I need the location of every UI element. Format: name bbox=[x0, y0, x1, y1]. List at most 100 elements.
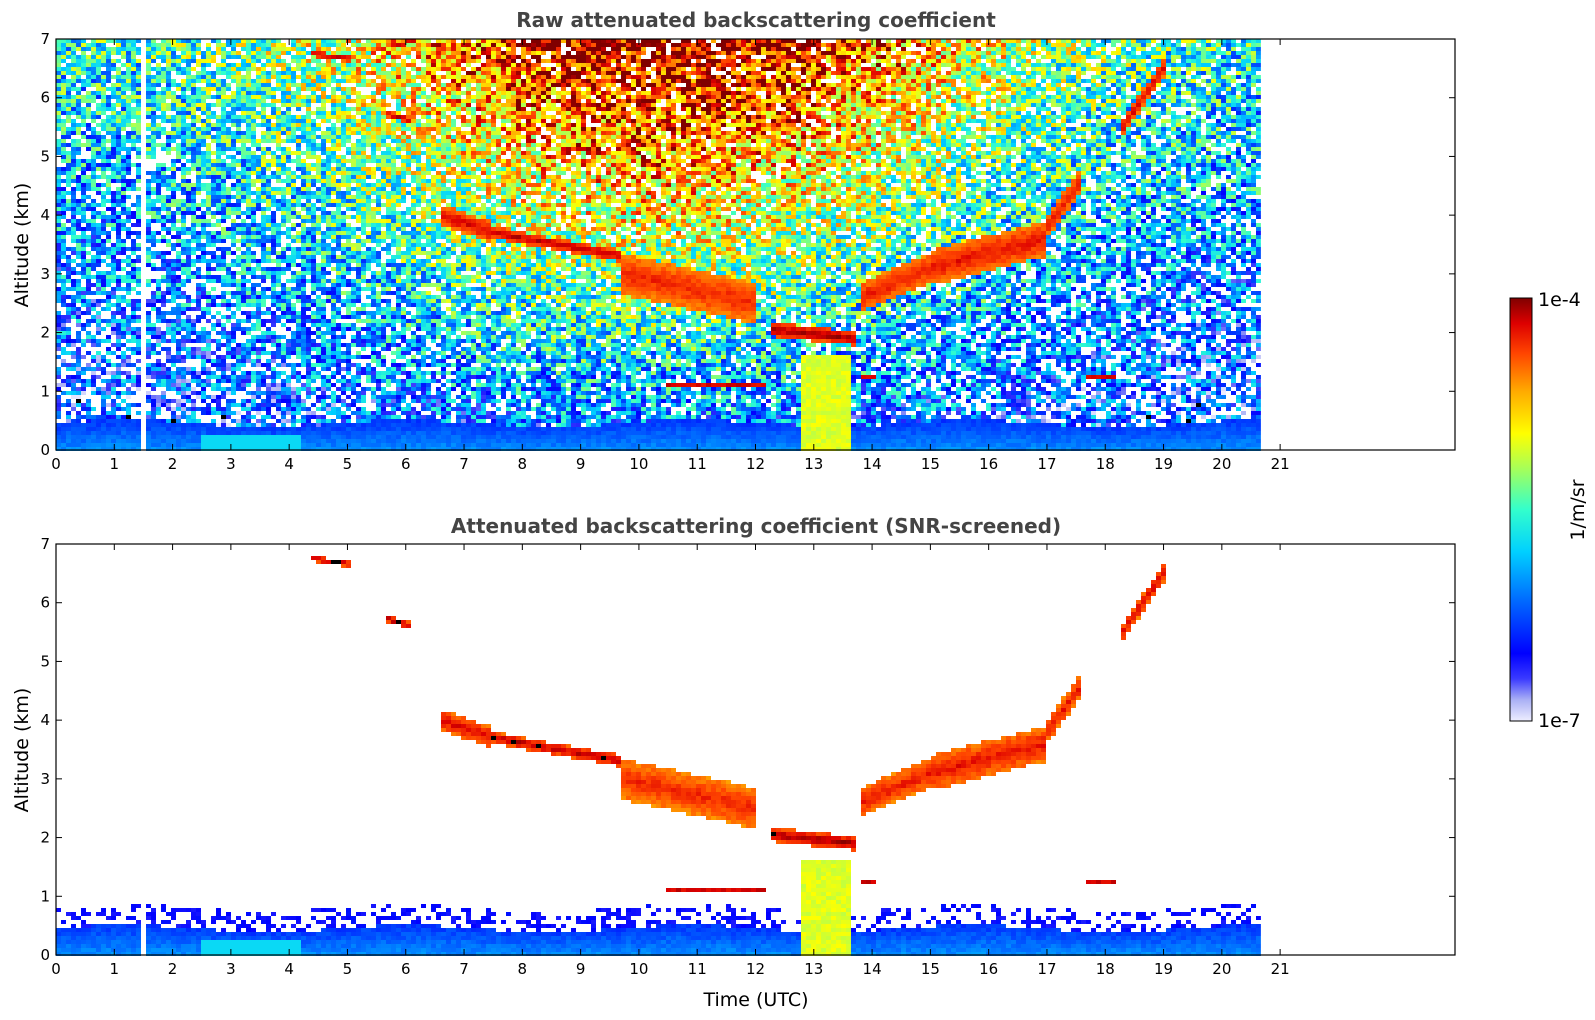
heatmap-cell bbox=[116, 91, 121, 95]
heatmap-cell bbox=[331, 159, 336, 163]
heatmap-cell bbox=[81, 231, 86, 235]
heatmap-cell bbox=[226, 199, 231, 203]
heatmap-cell bbox=[56, 255, 61, 259]
heatmap-cell bbox=[346, 115, 351, 119]
heatmap-cell bbox=[346, 151, 351, 155]
heatmap-cell bbox=[81, 255, 86, 259]
heatmap-cell bbox=[231, 435, 236, 439]
heatmap-cell bbox=[261, 103, 266, 107]
heatmap-cell bbox=[191, 435, 196, 439]
heatmap-cell bbox=[321, 347, 326, 351]
heatmap-cell bbox=[356, 103, 361, 107]
heatmap-cell bbox=[231, 283, 236, 287]
heatmap-cell bbox=[271, 391, 276, 395]
heatmap-cell bbox=[346, 311, 351, 315]
heatmap-cell bbox=[346, 371, 351, 375]
heatmap-cell bbox=[286, 263, 291, 267]
heatmap-cell bbox=[361, 131, 366, 135]
heatmap-cell bbox=[211, 215, 216, 219]
heatmap-cell bbox=[136, 443, 141, 447]
heatmap-cell bbox=[331, 355, 336, 359]
heatmap-cell bbox=[256, 447, 261, 451]
heatmap-cell bbox=[231, 147, 236, 151]
heatmap-cell bbox=[66, 219, 71, 223]
heatmap-cell bbox=[271, 359, 276, 363]
heatmap-cell bbox=[276, 71, 281, 75]
heatmap-cell bbox=[306, 167, 311, 171]
heatmap-cell bbox=[311, 79, 316, 83]
heatmap-cell bbox=[336, 199, 341, 203]
heatmap-cell bbox=[351, 63, 356, 67]
heatmap-cell bbox=[201, 391, 206, 395]
heatmap-cell bbox=[106, 95, 111, 99]
heatmap-cell bbox=[281, 51, 286, 55]
heatmap-cell bbox=[306, 71, 311, 75]
heatmap-cell bbox=[296, 107, 301, 111]
heatmap-cell bbox=[186, 187, 191, 191]
heatmap-cell bbox=[186, 383, 191, 387]
heatmap-cell bbox=[121, 143, 126, 147]
heatmap-cell bbox=[121, 423, 126, 427]
heatmap-cell bbox=[146, 255, 151, 259]
heatmap-cell bbox=[281, 71, 286, 75]
heatmap-cell bbox=[81, 263, 86, 267]
heatmap-cell bbox=[56, 347, 61, 351]
heatmap-cell bbox=[316, 155, 321, 159]
heatmap-cell bbox=[221, 427, 226, 431]
heatmap-cell bbox=[351, 159, 356, 163]
heatmap-cell bbox=[346, 355, 351, 359]
heatmap-cell bbox=[341, 63, 346, 67]
heatmap-cell bbox=[221, 167, 226, 171]
heatmap-cell bbox=[221, 407, 226, 411]
heatmap-cell bbox=[281, 99, 286, 103]
heatmap-cell bbox=[356, 379, 361, 383]
heatmap-cell bbox=[86, 367, 91, 371]
heatmap-cell bbox=[176, 319, 181, 323]
heatmap-cell bbox=[76, 371, 81, 375]
heatmap-cell bbox=[311, 315, 316, 319]
heatmap-cell bbox=[266, 391, 271, 395]
heatmap-cell bbox=[61, 67, 66, 71]
heatmap-cell bbox=[321, 231, 326, 235]
heatmap-cell bbox=[131, 83, 136, 87]
heatmap-cell bbox=[286, 291, 291, 295]
heatmap-cell bbox=[196, 231, 201, 235]
heatmap-cell bbox=[151, 215, 156, 219]
heatmap-cell bbox=[131, 379, 136, 383]
heatmap-cell bbox=[211, 187, 216, 191]
heatmap-cell bbox=[316, 111, 321, 115]
heatmap-cell bbox=[181, 367, 186, 371]
heatmap-cell bbox=[201, 291, 206, 295]
heatmap-cell bbox=[96, 155, 101, 159]
heatmap-cell bbox=[161, 291, 166, 295]
heatmap-cell bbox=[291, 251, 296, 255]
heatmap-cell bbox=[166, 439, 171, 443]
heatmap-cell bbox=[361, 51, 366, 55]
heatmap-cell bbox=[261, 139, 266, 143]
heatmap-cell bbox=[61, 123, 66, 127]
heatmap-cell bbox=[321, 47, 326, 51]
heatmap-cell bbox=[111, 259, 116, 263]
heatmap-cell bbox=[196, 383, 201, 387]
heatmap-cell bbox=[76, 391, 81, 395]
heatmap-cell bbox=[231, 239, 236, 243]
heatmap-cell bbox=[181, 43, 186, 47]
heatmap-cell bbox=[226, 279, 231, 283]
heatmap-cell bbox=[276, 63, 281, 67]
heatmap-cell bbox=[156, 75, 161, 79]
heatmap-cell bbox=[256, 427, 261, 431]
heatmap-cell bbox=[271, 95, 276, 99]
heatmap-cell bbox=[106, 363, 111, 367]
heatmap-cell bbox=[181, 167, 186, 171]
heatmap-cell bbox=[61, 119, 66, 123]
heatmap-cell bbox=[241, 59, 246, 63]
heatmap-cell bbox=[251, 283, 256, 287]
heatmap-cell bbox=[86, 271, 91, 275]
heatmap-cell bbox=[96, 311, 101, 315]
heatmap-cell bbox=[176, 371, 181, 375]
heatmap-cell bbox=[251, 87, 256, 91]
heatmap-cell bbox=[136, 83, 141, 87]
heatmap-cell bbox=[151, 43, 156, 47]
heatmap-cell bbox=[321, 211, 326, 215]
heatmap-cell bbox=[151, 79, 156, 83]
